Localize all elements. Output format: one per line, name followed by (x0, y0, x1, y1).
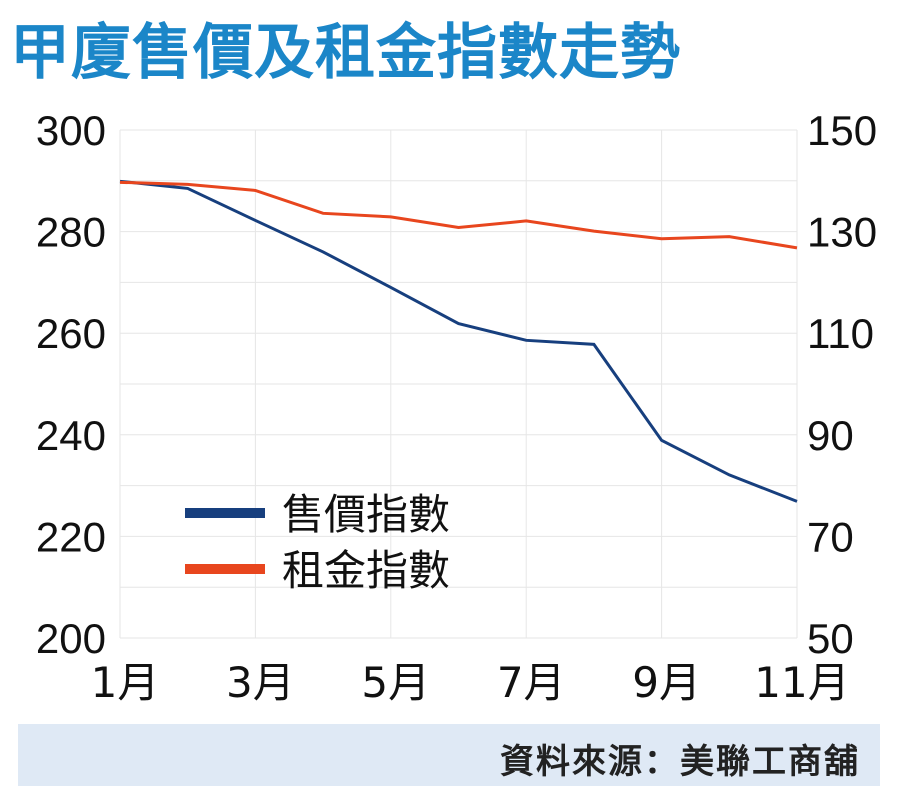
x-tick-label: 5月 (361, 658, 430, 707)
y-left-tick-label: 240 (36, 412, 106, 459)
y-left-tick-label: 280 (36, 209, 106, 256)
y-left-tick-label: 260 (36, 310, 106, 357)
y-right-tick-label: 110 (807, 310, 874, 357)
y-right-tick-label: 90 (807, 412, 854, 459)
legend-label: 租金指數 (282, 546, 450, 595)
y-right-tick-label: 70 (807, 513, 854, 560)
y-left-tick-label: 220 (36, 513, 106, 560)
y-right-tick-label: 50 (807, 615, 854, 662)
y-right-tick-label: 130 (807, 209, 877, 256)
legend-swatch (185, 508, 265, 518)
source-bar: 資料來源：美聯工商舖 (18, 724, 880, 786)
y-left-tick-label: 200 (36, 615, 106, 662)
x-tick-label: 9月 (632, 658, 701, 707)
y-left-tick-label: 300 (36, 107, 106, 154)
series-line-2 (119, 180, 798, 250)
x-tick-label: 7月 (497, 658, 566, 707)
x-tick-label: 1月 (91, 658, 160, 707)
series-line-1 (119, 179, 798, 503)
source-text: 資料來源：美聯工商舖 (500, 742, 860, 782)
x-tick-label: 3月 (226, 658, 295, 707)
legend-swatch (185, 564, 265, 574)
legend-label: 售價指數 (282, 490, 450, 539)
x-tick-label: 11月 (754, 658, 849, 707)
chart-title: 甲廈售價及租金指數走勢 (10, 18, 681, 88)
y-right-tick-label: 150 (807, 107, 877, 154)
